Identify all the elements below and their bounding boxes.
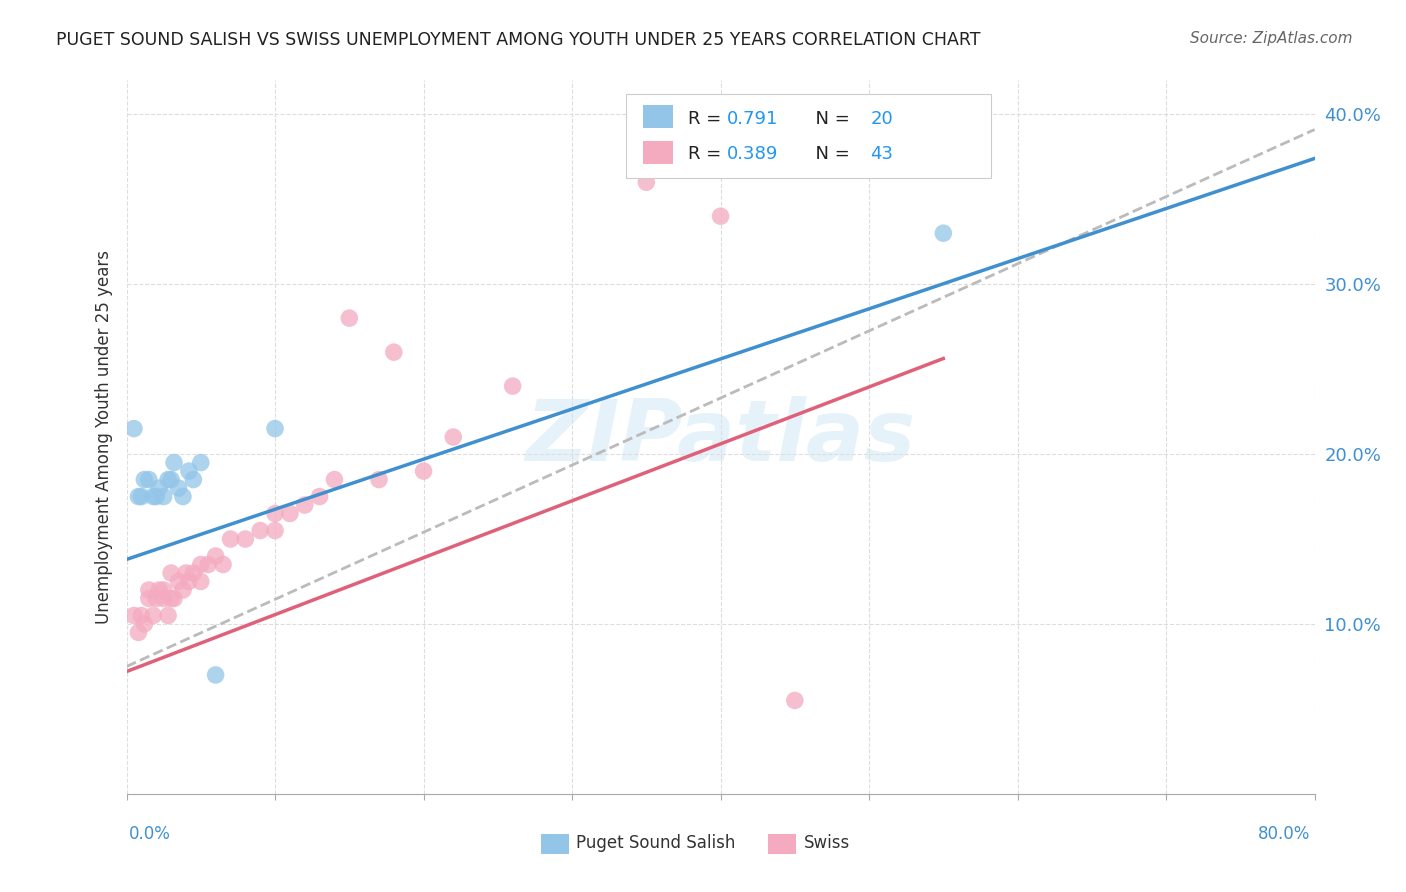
Point [932,226,955,240]
Point [160,591,183,606]
Y-axis label: Unemployment Among Youth under 25 years: Unemployment Among Youth under 25 years [94,250,112,624]
Point [636,175,658,189]
Text: Swiss: Swiss [804,834,851,852]
Point [142,608,165,623]
Point [142,490,165,504]
Point [122,608,145,623]
Point [122,421,145,435]
Point [148,481,170,495]
Point [323,473,346,487]
Point [163,456,186,470]
Point [157,608,180,623]
Text: Source: ZipAtlas.com: Source: ZipAtlas.com [1189,31,1353,46]
Point [212,558,235,572]
Point [783,693,806,707]
Text: N =: N = [804,110,856,128]
Point [190,456,212,470]
Point [177,574,200,589]
Point [264,507,287,521]
Text: 0.0%: 0.0% [129,825,172,843]
Point [177,464,200,478]
Point [172,490,194,504]
Text: R =: R = [688,110,727,128]
Point [167,574,190,589]
Point [197,558,219,572]
Point [308,490,330,504]
Point [131,490,153,504]
Point [190,574,212,589]
Point [412,464,434,478]
Point [337,311,360,326]
Point [174,566,197,580]
Point [127,490,149,504]
Point [167,481,190,495]
Point [163,591,186,606]
Point [710,209,733,223]
Text: PUGET SOUND SALISH VS SWISS UNEMPLOYMENT AMONG YOUTH UNDER 25 YEARS CORRELATION : PUGET SOUND SALISH VS SWISS UNEMPLOYMENT… [56,31,981,49]
Point [249,524,271,538]
Point [183,566,205,580]
Point [138,582,160,597]
Point [219,532,242,546]
Point [382,345,405,359]
Point [264,524,287,538]
Point [190,558,212,572]
Point [278,507,301,521]
Point [294,498,316,512]
Point [145,591,167,606]
Point [152,582,174,597]
Point [233,532,257,546]
Text: 80.0%: 80.0% [1258,825,1310,843]
Point [127,625,149,640]
Point [134,617,156,632]
Text: 43: 43 [870,145,893,163]
Text: R =: R = [688,145,727,163]
Point [368,473,391,487]
Point [148,582,170,597]
Point [441,430,464,444]
Point [134,473,156,487]
Text: 20: 20 [870,110,893,128]
Point [172,582,194,597]
Text: 0.791: 0.791 [727,110,779,128]
Text: ZIPatlas: ZIPatlas [526,395,915,479]
Point [204,549,226,563]
Point [152,591,174,606]
Point [131,608,153,623]
Text: 0.389: 0.389 [727,145,779,163]
Text: Puget Sound Salish: Puget Sound Salish [576,834,735,852]
Point [138,473,160,487]
Point [183,473,205,487]
Point [204,668,226,682]
Point [160,473,183,487]
Text: N =: N = [804,145,856,163]
Point [264,421,287,435]
Point [502,379,524,393]
Point [145,490,167,504]
Point [138,591,160,606]
Point [152,490,174,504]
Point [160,566,183,580]
Point [157,473,180,487]
